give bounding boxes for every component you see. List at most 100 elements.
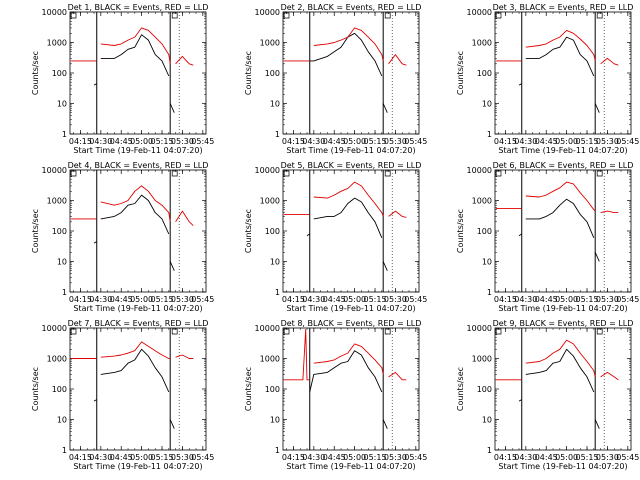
panel-3: 1 10 100 1000 10000 04:1504:3004:4505:0005:15… bbox=[456, 3, 639, 155]
chart-title: Det 4, BLACK = Events, RED = LLD bbox=[68, 161, 209, 170]
chart-title: Det 7, BLACK = Events, RED = LLD bbox=[68, 319, 209, 328]
y-tick-label: 1 bbox=[487, 288, 492, 297]
x-tick-label: 04:45 bbox=[110, 295, 133, 304]
chart-title: Det 3, BLACK = Events, RED = LLD bbox=[493, 3, 634, 12]
x-tick-label: 04:15 bbox=[282, 137, 305, 146]
chart-title: Det 1, BLACK = Events, RED = LLD bbox=[68, 3, 209, 12]
x-tick-label: 05:15 bbox=[575, 453, 598, 462]
y-tick-label: 10 bbox=[57, 100, 67, 109]
chart-title: Det 5, BLACK = Events, RED = LLD bbox=[281, 161, 422, 170]
y-tick-label: 10000 bbox=[255, 166, 280, 175]
x-tick-label: 05:45 bbox=[404, 295, 427, 304]
y-tick-label: 10000 bbox=[42, 166, 67, 175]
corner-marker bbox=[596, 170, 603, 177]
x-tick-label: 05:30 bbox=[596, 295, 619, 304]
y-tick-label: 100 bbox=[265, 227, 280, 236]
y-tick-label: 1 bbox=[275, 446, 280, 455]
x-tick-label: 04:15 bbox=[282, 453, 305, 462]
x-axis-label: Start Time (19-Feb-11 04:07:20) bbox=[498, 462, 627, 471]
plot-frame bbox=[494, 327, 632, 451]
x-tick-label: 05:45 bbox=[404, 453, 427, 462]
series-lld-line bbox=[70, 27, 194, 66]
x-tick-label: 05:00 bbox=[343, 137, 366, 146]
x-tick-label: 04:15 bbox=[69, 137, 92, 146]
corner-marker bbox=[384, 170, 391, 177]
y-axis-label: Counts/sec bbox=[244, 209, 253, 253]
x-tick-label: 05:15 bbox=[575, 137, 598, 146]
y-tick-label: 1000 bbox=[47, 39, 67, 48]
corner-marker bbox=[495, 328, 502, 335]
panel-1: 1 10 100 1000 10000 04:1504:3004:4505:0005:15… bbox=[31, 3, 214, 155]
y-tick-label: 1000 bbox=[260, 197, 280, 206]
y-tick-label: 100 bbox=[52, 385, 67, 394]
y-tick-label: 10 bbox=[270, 258, 280, 267]
x-tick-label: 04:30 bbox=[514, 453, 537, 462]
y-axis-label: Counts/sec bbox=[244, 367, 253, 411]
y-axis-label: Counts/sec bbox=[244, 51, 253, 95]
series-lld-line bbox=[495, 339, 619, 381]
x-tick-label: 05:15 bbox=[150, 137, 173, 146]
x-tick-label: 05:45 bbox=[404, 137, 427, 146]
x-tick-label: 04:30 bbox=[514, 295, 537, 304]
y-tick-label: 10 bbox=[270, 100, 280, 109]
x-axis-label: Start Time (19-Feb-11 04:07:20) bbox=[498, 304, 627, 313]
y-tick-label: 1 bbox=[487, 446, 492, 455]
corner-marker bbox=[70, 328, 77, 335]
x-tick-label: 05:30 bbox=[171, 453, 194, 462]
corner-marker bbox=[283, 170, 290, 177]
x-tick-label: 04:30 bbox=[302, 295, 325, 304]
y-axis-label: Counts/sec bbox=[456, 367, 465, 411]
x-tick-label: 05:15 bbox=[150, 453, 173, 462]
x-tick-label: 05:45 bbox=[191, 295, 214, 304]
x-tick-label: 04:15 bbox=[69, 295, 92, 304]
corner-marker bbox=[384, 12, 391, 19]
corner-marker bbox=[596, 328, 603, 335]
x-tick-label: 04:30 bbox=[89, 453, 112, 462]
chart-title: Det 2, BLACK = Events, RED = LLD bbox=[281, 3, 422, 12]
x-axis-label: Start Time (19-Feb-11 04:07:20) bbox=[498, 146, 627, 155]
x-tick-label: 05:00 bbox=[130, 453, 153, 462]
series-events-line bbox=[306, 197, 388, 271]
x-tick-label: 04:30 bbox=[89, 295, 112, 304]
x-tick-label: 05:30 bbox=[596, 137, 619, 146]
panel-8: 1 10 100 1000 10000 04:1504:3004:4505:0005:15… bbox=[244, 319, 427, 471]
y-tick-label: 100 bbox=[477, 69, 492, 78]
x-tick-label: 04:30 bbox=[302, 137, 325, 146]
y-axis-label: Counts/sec bbox=[456, 51, 465, 95]
plot-frame bbox=[282, 11, 420, 135]
y-tick-label: 10000 bbox=[255, 8, 280, 17]
plot-frame bbox=[282, 327, 420, 451]
y-tick-label: 10000 bbox=[42, 324, 67, 333]
series-events-line bbox=[518, 348, 600, 429]
y-tick-label: 1 bbox=[487, 130, 492, 139]
y-tick-label: 100 bbox=[265, 69, 280, 78]
series-lld-line bbox=[495, 29, 619, 66]
panel-6: 1 10 100 1000 10000 04:1504:3004:4505:0005:15… bbox=[456, 161, 639, 313]
y-tick-label: 100 bbox=[477, 227, 492, 236]
x-tick-label: 05:00 bbox=[343, 295, 366, 304]
corner-marker bbox=[171, 170, 178, 177]
y-tick-label: 10000 bbox=[467, 324, 492, 333]
panel-7: 1 10 100 1000 10000 04:1504:3004:4505:0005:15… bbox=[31, 319, 214, 471]
x-tick-label: 04:15 bbox=[494, 137, 517, 146]
y-tick-label: 1000 bbox=[472, 355, 492, 364]
y-axis-label: Counts/sec bbox=[31, 51, 40, 95]
y-axis-label: Counts/sec bbox=[31, 209, 40, 253]
x-tick-label: 05:00 bbox=[343, 453, 366, 462]
x-tick-label: 04:15 bbox=[69, 453, 92, 462]
x-axis-label: Start Time (19-Feb-11 04:07:20) bbox=[73, 146, 202, 155]
x-tick-label: 04:30 bbox=[89, 137, 112, 146]
panel-9: 1 10 100 1000 10000 04:1504:3004:4505:0005:15… bbox=[456, 319, 639, 471]
y-tick-label: 10000 bbox=[42, 8, 67, 17]
y-tick-label: 10 bbox=[57, 258, 67, 267]
x-axis-label: Start Time (19-Feb-11 04:07:20) bbox=[73, 462, 202, 471]
x-tick-label: 04:30 bbox=[514, 137, 537, 146]
x-tick-label: 05:00 bbox=[130, 137, 153, 146]
plot-frame bbox=[282, 169, 420, 293]
series-lld-line bbox=[70, 341, 194, 359]
x-tick-label: 04:45 bbox=[323, 295, 346, 304]
y-axis-label: Counts/sec bbox=[456, 209, 465, 253]
y-tick-label: 10000 bbox=[467, 8, 492, 17]
y-tick-label: 1 bbox=[62, 446, 67, 455]
